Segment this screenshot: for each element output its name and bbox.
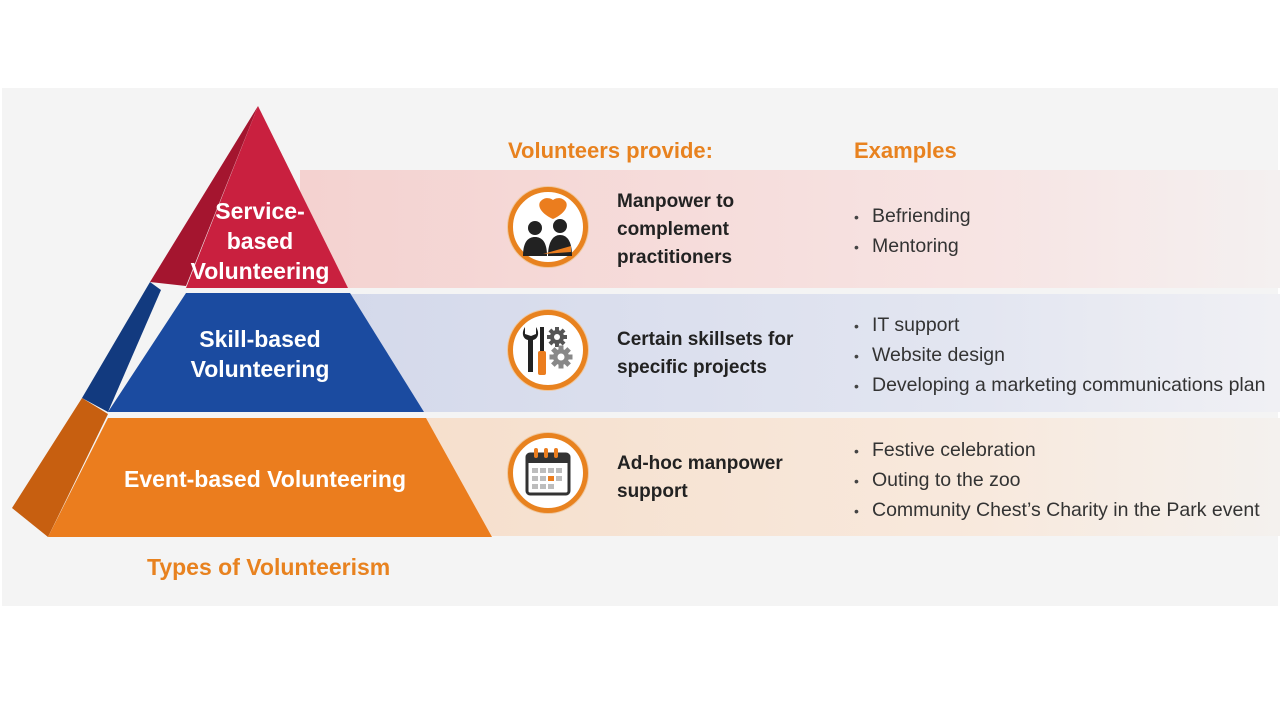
example-item: Community Chest’s Charity in the Park ev… bbox=[854, 496, 1260, 526]
icon-circle-service bbox=[508, 187, 588, 267]
tools-gear-icon bbox=[522, 327, 573, 375]
example-item: Befriending bbox=[854, 202, 971, 232]
examples-list-event: Festive celebration Outing to the zoo Co… bbox=[854, 436, 1260, 526]
types-of-volunteerism-label: Types of Volunteerism bbox=[147, 554, 391, 580]
example-item: Website design bbox=[854, 341, 1265, 371]
tier-label-event: Event-based Volunteering bbox=[100, 464, 430, 494]
examples-list-skill: IT support Website design Developing a m… bbox=[854, 311, 1265, 401]
tier-label-service: Service- based Volunteering bbox=[190, 196, 330, 286]
calendar-icon bbox=[525, 448, 571, 496]
example-item: Festive celebration bbox=[854, 436, 1260, 466]
tier-label-line: Event-based Volunteering bbox=[123, 466, 406, 492]
service-row-band bbox=[300, 170, 1280, 288]
pyramid-tier-skill bbox=[108, 293, 424, 412]
provide-line: Certain skillsets for bbox=[617, 329, 794, 350]
tier-label-line: Service- bbox=[215, 198, 305, 224]
provide-line: practitioners bbox=[617, 247, 733, 268]
pyramid-side-event bbox=[12, 398, 108, 537]
provide-text-service: Manpower to complement practitioners bbox=[617, 188, 734, 272]
pyramid-tier-event bbox=[48, 418, 492, 537]
example-item: Developing a marketing communications pl… bbox=[854, 371, 1265, 401]
tier-label-skill: Skill-based Volunteering bbox=[170, 324, 350, 384]
example-item: Outing to the zoo bbox=[854, 466, 1260, 496]
header-examples: Examples bbox=[854, 138, 957, 163]
tier-label-line: Volunteering bbox=[190, 356, 330, 382]
tier-label-line: based bbox=[226, 228, 294, 254]
example-item: Mentoring bbox=[854, 232, 971, 262]
provide-line: complement bbox=[617, 219, 729, 240]
pyramid-tier-service bbox=[186, 106, 348, 288]
provide-line: specific projects bbox=[617, 357, 767, 378]
example-item: IT support bbox=[854, 311, 1265, 341]
icon-circle-skill bbox=[508, 310, 588, 390]
provide-line: Ad-hoc manpower bbox=[617, 453, 783, 474]
tier-label-line: Skill-based bbox=[199, 326, 321, 352]
provide-text-skill: Certain skillsets for specific projects bbox=[617, 326, 793, 382]
pyramid-side-skill bbox=[82, 282, 161, 412]
examples-list-service: Befriending Mentoring bbox=[854, 202, 971, 262]
icon-circle-event bbox=[508, 433, 588, 513]
tier-label-line: Volunteering bbox=[190, 258, 330, 284]
volunteerism-pyramid bbox=[12, 106, 492, 537]
header-volunteers-provide: Volunteers provide: bbox=[508, 138, 713, 163]
provide-line: Manpower to bbox=[617, 191, 735, 212]
provide-text-event: Ad-hoc manpower support bbox=[617, 450, 783, 506]
provide-line: support bbox=[617, 481, 688, 502]
people-speech-icon bbox=[523, 198, 572, 256]
pyramid-side-service bbox=[150, 106, 258, 286]
